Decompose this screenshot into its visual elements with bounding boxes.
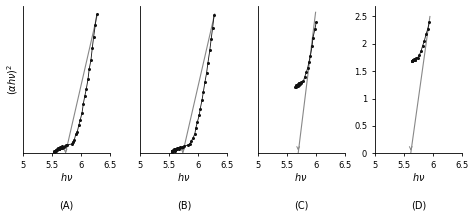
X-axis label: $h\nu$: $h\nu$ (411, 171, 425, 183)
X-axis label: $h\nu$: $h\nu$ (60, 171, 73, 183)
Text: (B): (B) (177, 200, 191, 211)
Y-axis label: $(\alpha h\nu)^2$: $(\alpha h\nu)^2$ (6, 64, 20, 95)
Text: (A): (A) (60, 200, 74, 211)
Text: (C): (C) (294, 200, 308, 211)
X-axis label: $h\nu$: $h\nu$ (177, 171, 191, 183)
Text: (D): (D) (410, 200, 426, 211)
X-axis label: $h\nu$: $h\nu$ (294, 171, 308, 183)
